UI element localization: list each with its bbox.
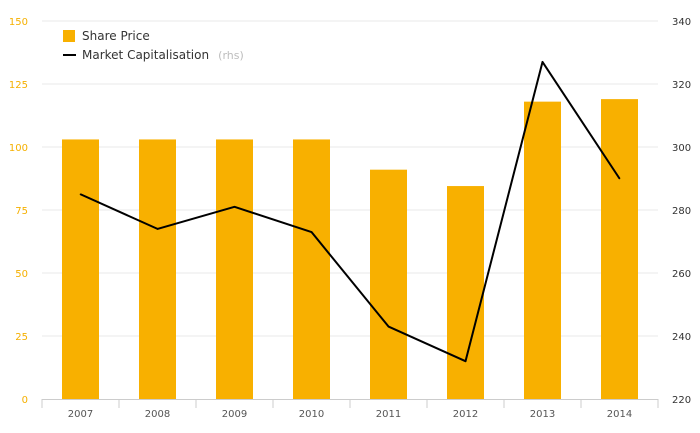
bar: [601, 99, 638, 400]
y-right-tick-label: 320: [672, 80, 691, 91]
axes: 0 25 50 75 100 125 150 220 240 260 280 300 320 340 200…: [9, 17, 691, 420]
y-right-tick-label: 340: [672, 17, 691, 28]
bar: [370, 169, 407, 399]
line-point: [387, 325, 390, 328]
y-left-tick-label: 50: [15, 269, 28, 280]
x-tick-label: 2009: [222, 409, 247, 420]
line-point: [310, 231, 313, 233]
legend-label-market-cap-suffix: (rhs): [218, 49, 244, 62]
gridlines: [42, 20, 658, 337]
bar: [447, 186, 484, 399]
x-tick-label: 2007: [68, 409, 93, 420]
y-right-tick-label: 240: [672, 332, 691, 343]
market-cap-line: [80, 60, 621, 363]
y-left-tick-label: 25: [15, 332, 28, 343]
y-left-tick-label: 75: [15, 206, 28, 217]
y-right-tick-label: 220: [672, 395, 691, 406]
y-left-tick-label: 0: [22, 395, 28, 406]
y-right-tick-label: 300: [672, 143, 691, 154]
x-tick-label: 2011: [376, 409, 401, 420]
x-tick-label: 2008: [145, 409, 170, 420]
legend-label-share-price: Share Price: [82, 29, 150, 43]
y-right-tick-label: 280: [672, 206, 691, 217]
y-left-tick-label: 125: [9, 80, 28, 91]
line-point: [464, 360, 467, 363]
y-left-tick-label: 100: [9, 143, 28, 154]
line-point: [618, 177, 621, 180]
x-tick-label: 2010: [299, 409, 324, 420]
y-left-tick-label: 150: [9, 17, 28, 28]
bar: [293, 139, 330, 399]
line-point: [79, 193, 82, 196]
line-point: [541, 61, 544, 63]
legend-label-market-cap-name: Market Capitalisation: [82, 48, 209, 62]
line-point: [156, 228, 159, 230]
legend: Share Price Market Capitalisation (rhs): [63, 29, 244, 63]
bar: [216, 139, 253, 399]
bar-series: [62, 99, 638, 400]
bar: [62, 139, 99, 399]
x-tick-label: 2012: [453, 409, 478, 420]
legend-label-market-cap: Market Capitalisation (rhs): [82, 44, 244, 63]
line-series: [79, 60, 621, 363]
x-tick-label: 2013: [530, 409, 555, 420]
line-point: [233, 206, 236, 208]
x-tick-label: 2014: [607, 409, 632, 420]
legend-swatch-share-price: [63, 30, 75, 42]
bar: [139, 139, 176, 399]
y-right-tick-label: 260: [672, 269, 691, 280]
bar: [524, 101, 561, 399]
